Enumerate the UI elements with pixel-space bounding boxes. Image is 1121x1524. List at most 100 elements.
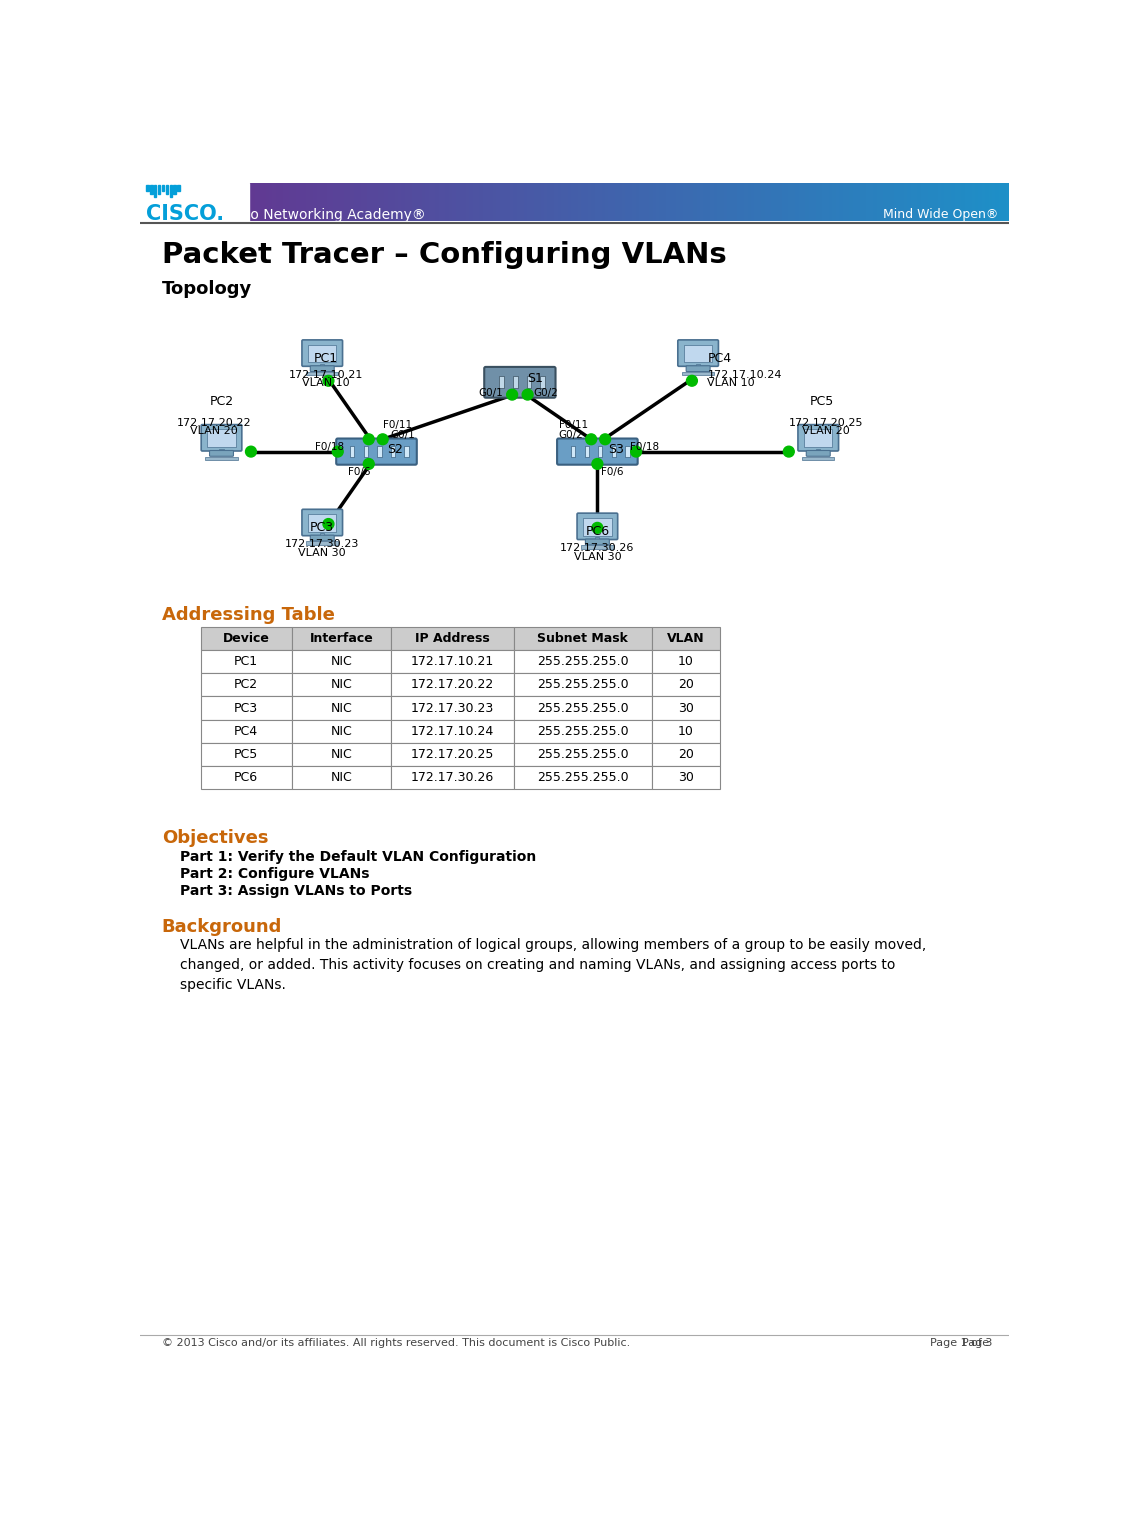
Text: Background: Background — [161, 919, 282, 936]
Text: VLAN 30: VLAN 30 — [298, 547, 346, 558]
Bar — [599, 447, 602, 457]
Text: S2: S2 — [388, 443, 404, 456]
Text: Part 3: Assign VLANs to Ports: Part 3: Assign VLANs to Ports — [180, 884, 413, 898]
Text: Mind Wide Open®: Mind Wide Open® — [883, 207, 999, 221]
Text: 172.17.20.25: 172.17.20.25 — [410, 748, 494, 760]
Text: PC6: PC6 — [234, 771, 258, 783]
Bar — [391, 447, 395, 457]
Bar — [581, 546, 613, 549]
Text: NIC: NIC — [331, 724, 352, 738]
Bar — [174, 186, 176, 194]
Bar — [150, 186, 152, 194]
Circle shape — [507, 389, 518, 399]
Text: Part 2: Configure VLANs: Part 2: Configure VLANs — [180, 867, 370, 881]
Text: 255.255.255.0: 255.255.255.0 — [537, 724, 629, 738]
Circle shape — [323, 518, 334, 529]
Circle shape — [592, 523, 603, 533]
Text: 20: 20 — [678, 748, 694, 760]
Text: 20: 20 — [678, 678, 694, 692]
FancyBboxPatch shape — [686, 366, 710, 372]
Text: 172.17.30.23: 172.17.30.23 — [410, 701, 494, 715]
Circle shape — [323, 375, 334, 386]
Text: Subnet Mask: Subnet Mask — [537, 632, 628, 645]
Bar — [201, 719, 293, 742]
FancyBboxPatch shape — [311, 366, 334, 372]
Bar — [651, 696, 720, 719]
Bar — [293, 742, 391, 765]
Text: S1: S1 — [528, 372, 544, 386]
Text: F0/6: F0/6 — [348, 466, 370, 477]
Text: PC5: PC5 — [810, 396, 834, 408]
Text: VLAN 20: VLAN 20 — [803, 427, 850, 436]
Text: F0/11: F0/11 — [382, 421, 411, 430]
Circle shape — [586, 434, 596, 445]
Bar — [626, 447, 630, 457]
Bar — [201, 696, 293, 719]
Text: © 2013 Cisco and/or its affiliates. All rights reserved. This document is Cisco : © 2013 Cisco and/or its affiliates. All … — [161, 1338, 630, 1347]
Text: 10: 10 — [678, 724, 694, 738]
Bar — [513, 719, 651, 742]
Bar — [391, 674, 513, 696]
Bar — [306, 372, 339, 375]
Bar — [540, 376, 545, 389]
Text: VLAN 20: VLAN 20 — [189, 427, 238, 436]
Circle shape — [363, 434, 374, 445]
Bar — [321, 364, 324, 367]
Text: 172.17.20.25: 172.17.20.25 — [789, 418, 863, 428]
Bar — [154, 186, 157, 197]
Text: NIC: NIC — [331, 655, 352, 669]
Text: Packet Tracer – Configuring VLANs: Packet Tracer – Configuring VLANs — [161, 241, 726, 270]
Bar — [220, 448, 223, 451]
Circle shape — [378, 434, 388, 445]
Text: PC5: PC5 — [234, 748, 259, 760]
Bar — [293, 628, 391, 651]
Bar — [308, 514, 336, 532]
Bar — [177, 186, 179, 190]
Text: F0/11: F0/11 — [559, 421, 589, 430]
Bar — [363, 447, 368, 457]
Text: NIC: NIC — [331, 771, 352, 783]
Bar — [391, 628, 513, 651]
FancyBboxPatch shape — [302, 509, 343, 536]
Text: 30: 30 — [678, 701, 694, 715]
Bar — [651, 674, 720, 696]
Bar — [205, 457, 238, 460]
Text: 172.17.10.21: 172.17.10.21 — [289, 370, 363, 379]
Bar — [391, 719, 513, 742]
Bar — [293, 651, 391, 674]
Bar — [158, 186, 160, 194]
Circle shape — [522, 389, 534, 399]
Text: PC4: PC4 — [234, 724, 258, 738]
Circle shape — [245, 447, 257, 457]
Bar — [804, 430, 833, 447]
Text: NIC: NIC — [331, 748, 352, 760]
Bar — [201, 742, 293, 765]
Text: VLANs are helpful in the administration of logical groups, allowing members of a: VLANs are helpful in the administration … — [180, 939, 927, 992]
Text: 10: 10 — [678, 655, 694, 669]
Bar — [651, 765, 720, 789]
Bar — [161, 186, 164, 190]
Text: S3: S3 — [609, 443, 624, 456]
Text: Interface: Interface — [309, 632, 373, 645]
Text: Part 1: Verify the Default VLAN Configuration: Part 1: Verify the Default VLAN Configur… — [180, 850, 537, 864]
Bar — [651, 651, 720, 674]
Bar — [293, 719, 391, 742]
Bar — [201, 765, 293, 789]
Bar — [802, 457, 834, 460]
Bar — [201, 628, 293, 651]
Text: 30: 30 — [678, 771, 694, 783]
Text: 172.17.20.22: 172.17.20.22 — [176, 418, 251, 428]
Bar — [169, 186, 172, 197]
Text: Objectives: Objectives — [161, 829, 268, 847]
Circle shape — [592, 459, 603, 469]
Bar — [651, 719, 720, 742]
Bar — [651, 628, 720, 651]
FancyBboxPatch shape — [210, 451, 233, 456]
Bar — [391, 696, 513, 719]
Text: PC2: PC2 — [210, 396, 233, 408]
Bar — [682, 372, 714, 375]
Bar — [584, 447, 589, 457]
Bar — [321, 533, 324, 536]
Bar — [391, 765, 513, 789]
Bar — [612, 447, 615, 457]
